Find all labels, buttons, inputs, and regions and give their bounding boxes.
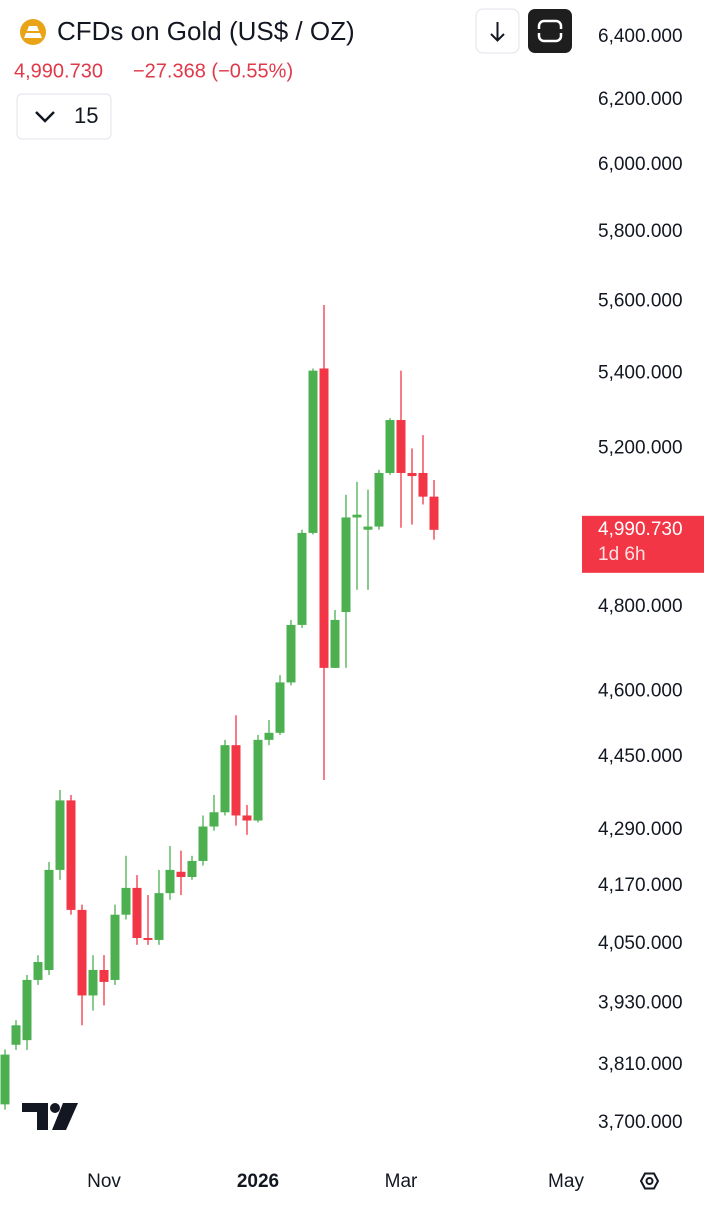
y-tick-label: 6,400.000 xyxy=(598,26,683,47)
candle-body xyxy=(220,745,230,813)
candle-body xyxy=(187,860,197,877)
dropdown-box[interactable] xyxy=(16,93,112,140)
down-arrow-icon xyxy=(490,22,505,42)
candle-body xyxy=(110,914,120,980)
y-tick-label: 3,930.000 xyxy=(598,993,683,1014)
interval-dropdown[interactable]: 15 xyxy=(16,93,112,140)
candle-body xyxy=(319,368,329,668)
candle-body xyxy=(99,969,109,982)
candle-body xyxy=(418,472,428,497)
candle-body xyxy=(0,1054,10,1105)
candle-body xyxy=(132,887,142,939)
last-price: 4,990.730 xyxy=(14,60,103,82)
candle-body xyxy=(165,869,175,894)
y-tick-label: 3,700.000 xyxy=(598,1112,683,1133)
candle-body xyxy=(11,1025,21,1045)
interval-label: 15 xyxy=(74,103,98,128)
candle-body xyxy=(231,745,241,816)
axes: 6,400.000 6,200.000 6,000.000 5,800.000 5,60… xyxy=(87,26,704,1192)
candle-body xyxy=(330,619,340,668)
y-tick-label: 5,800.000 xyxy=(598,221,683,242)
y-tick-label: 5,400.000 xyxy=(598,363,683,384)
y-tick-label: 6,200.000 xyxy=(598,89,683,110)
fullscreen-button[interactable] xyxy=(528,9,572,53)
candle-body xyxy=(88,969,98,996)
settings-icon[interactable] xyxy=(639,1172,660,1190)
candle-body xyxy=(286,624,296,683)
x-tick-label: 2026 xyxy=(237,1171,279,1192)
candle-body xyxy=(77,909,87,996)
candle-body xyxy=(275,682,285,733)
symbol-title: CFDs on Gold (US$ / OZ) xyxy=(57,16,355,46)
settings-icon-center xyxy=(645,1177,654,1185)
tradingview-logo xyxy=(22,1103,78,1130)
candle-body xyxy=(385,420,395,473)
symbol-icon xyxy=(20,19,46,45)
candle-body xyxy=(209,812,219,827)
candle-body xyxy=(308,370,318,533)
candle-body xyxy=(44,869,54,970)
candle-body xyxy=(253,739,263,821)
y-tick-label: 4,170.000 xyxy=(598,875,683,896)
y-tick-label: 3,810.000 xyxy=(598,1054,683,1075)
y-tick-label: 6,000.000 xyxy=(598,154,683,175)
logo-part xyxy=(22,1103,48,1130)
candle-body xyxy=(407,472,417,477)
price-change: −27.368 (−0.55%) xyxy=(133,60,293,82)
x-tick-label: Mar xyxy=(385,1171,418,1192)
candle-body xyxy=(396,420,406,473)
candle-body xyxy=(374,472,384,527)
countdown-label: 1d 6h xyxy=(598,544,646,565)
symbol-icon-bars xyxy=(24,26,42,38)
candle-body xyxy=(22,979,32,1041)
price-tag xyxy=(582,515,704,573)
logo-part xyxy=(50,1103,60,1113)
x-tick-label: May xyxy=(548,1171,584,1192)
candle-body xyxy=(143,938,153,940)
y-tick-label: 4,800.000 xyxy=(598,596,683,617)
candle-body xyxy=(176,871,186,877)
x-tick-label: Nov xyxy=(87,1171,121,1192)
y-tick-label: 4,600.000 xyxy=(598,680,683,701)
candle-body xyxy=(66,800,76,910)
y-tick-label: 5,600.000 xyxy=(598,291,683,312)
y-tick-label: 4,450.000 xyxy=(598,746,683,767)
y-tick-label: 5,200.000 xyxy=(598,437,683,458)
candle-body xyxy=(55,800,65,870)
y-tick-label: 4,290.000 xyxy=(598,819,683,840)
candle-body xyxy=(341,517,351,613)
logo-part xyxy=(52,1103,78,1130)
candle-body xyxy=(429,496,439,530)
candle-body xyxy=(154,893,164,940)
chevron-icon xyxy=(35,111,55,123)
price-tag-label: 4,990.730 xyxy=(598,519,683,540)
candle-body xyxy=(33,962,43,980)
candle-body xyxy=(363,526,373,530)
candle-body xyxy=(297,532,307,625)
candle-body xyxy=(264,732,274,740)
candle-body xyxy=(198,826,208,861)
y-tick-label: 4,050.000 xyxy=(598,933,683,954)
candle-body xyxy=(121,887,131,915)
candle-body xyxy=(352,514,362,518)
candle-body xyxy=(242,815,252,821)
download-button[interactable] xyxy=(475,8,520,54)
plot-area xyxy=(0,305,439,1110)
